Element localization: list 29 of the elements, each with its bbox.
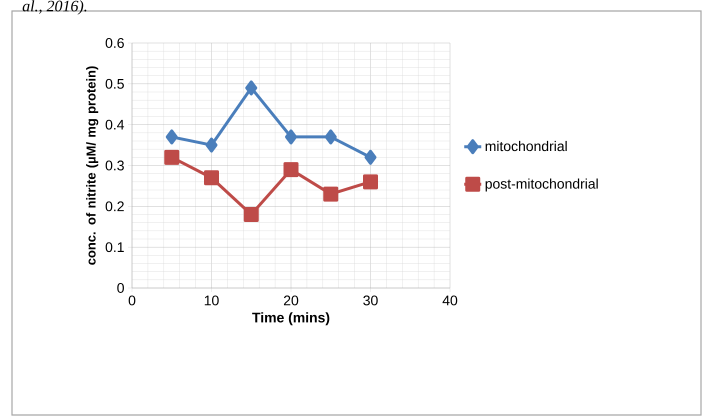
y-tick-label: 0.1	[106, 242, 124, 252]
x-tick-label: 0	[128, 296, 136, 306]
point	[324, 129, 337, 144]
point	[164, 150, 180, 165]
point	[284, 162, 299, 178]
x-tick-label: 10	[204, 296, 219, 306]
legend-label: mitochondrial	[486, 140, 567, 152]
y-tick-label: 0.2	[106, 201, 124, 212]
point	[166, 129, 178, 144]
point	[364, 150, 377, 165]
point	[245, 80, 258, 96]
x-axis-title: Time (mins)	[252, 312, 330, 326]
x-tick-label: 20	[284, 296, 298, 306]
point	[206, 138, 218, 153]
x-tick-label: 40	[442, 296, 458, 306]
legend-label: post-mitochondrial	[486, 178, 598, 192]
point	[204, 170, 220, 186]
text: al., 2016).	[22, 0, 86, 15]
y-axis-title: conc. of nitrite (µM/ mg protein)	[86, 66, 98, 265]
y-tick-label: 0.3	[106, 160, 124, 170]
point	[363, 174, 378, 190]
y-tick-label: 0.4	[106, 120, 124, 130]
point	[285, 129, 298, 144]
point	[244, 207, 259, 222]
x-tick-label: 30	[363, 296, 378, 306]
y-tick-label: 0	[117, 283, 124, 293]
y-tick-label: 0.5	[106, 78, 124, 89]
y-tick-label: 0.6	[106, 38, 124, 48]
point	[323, 186, 338, 202]
